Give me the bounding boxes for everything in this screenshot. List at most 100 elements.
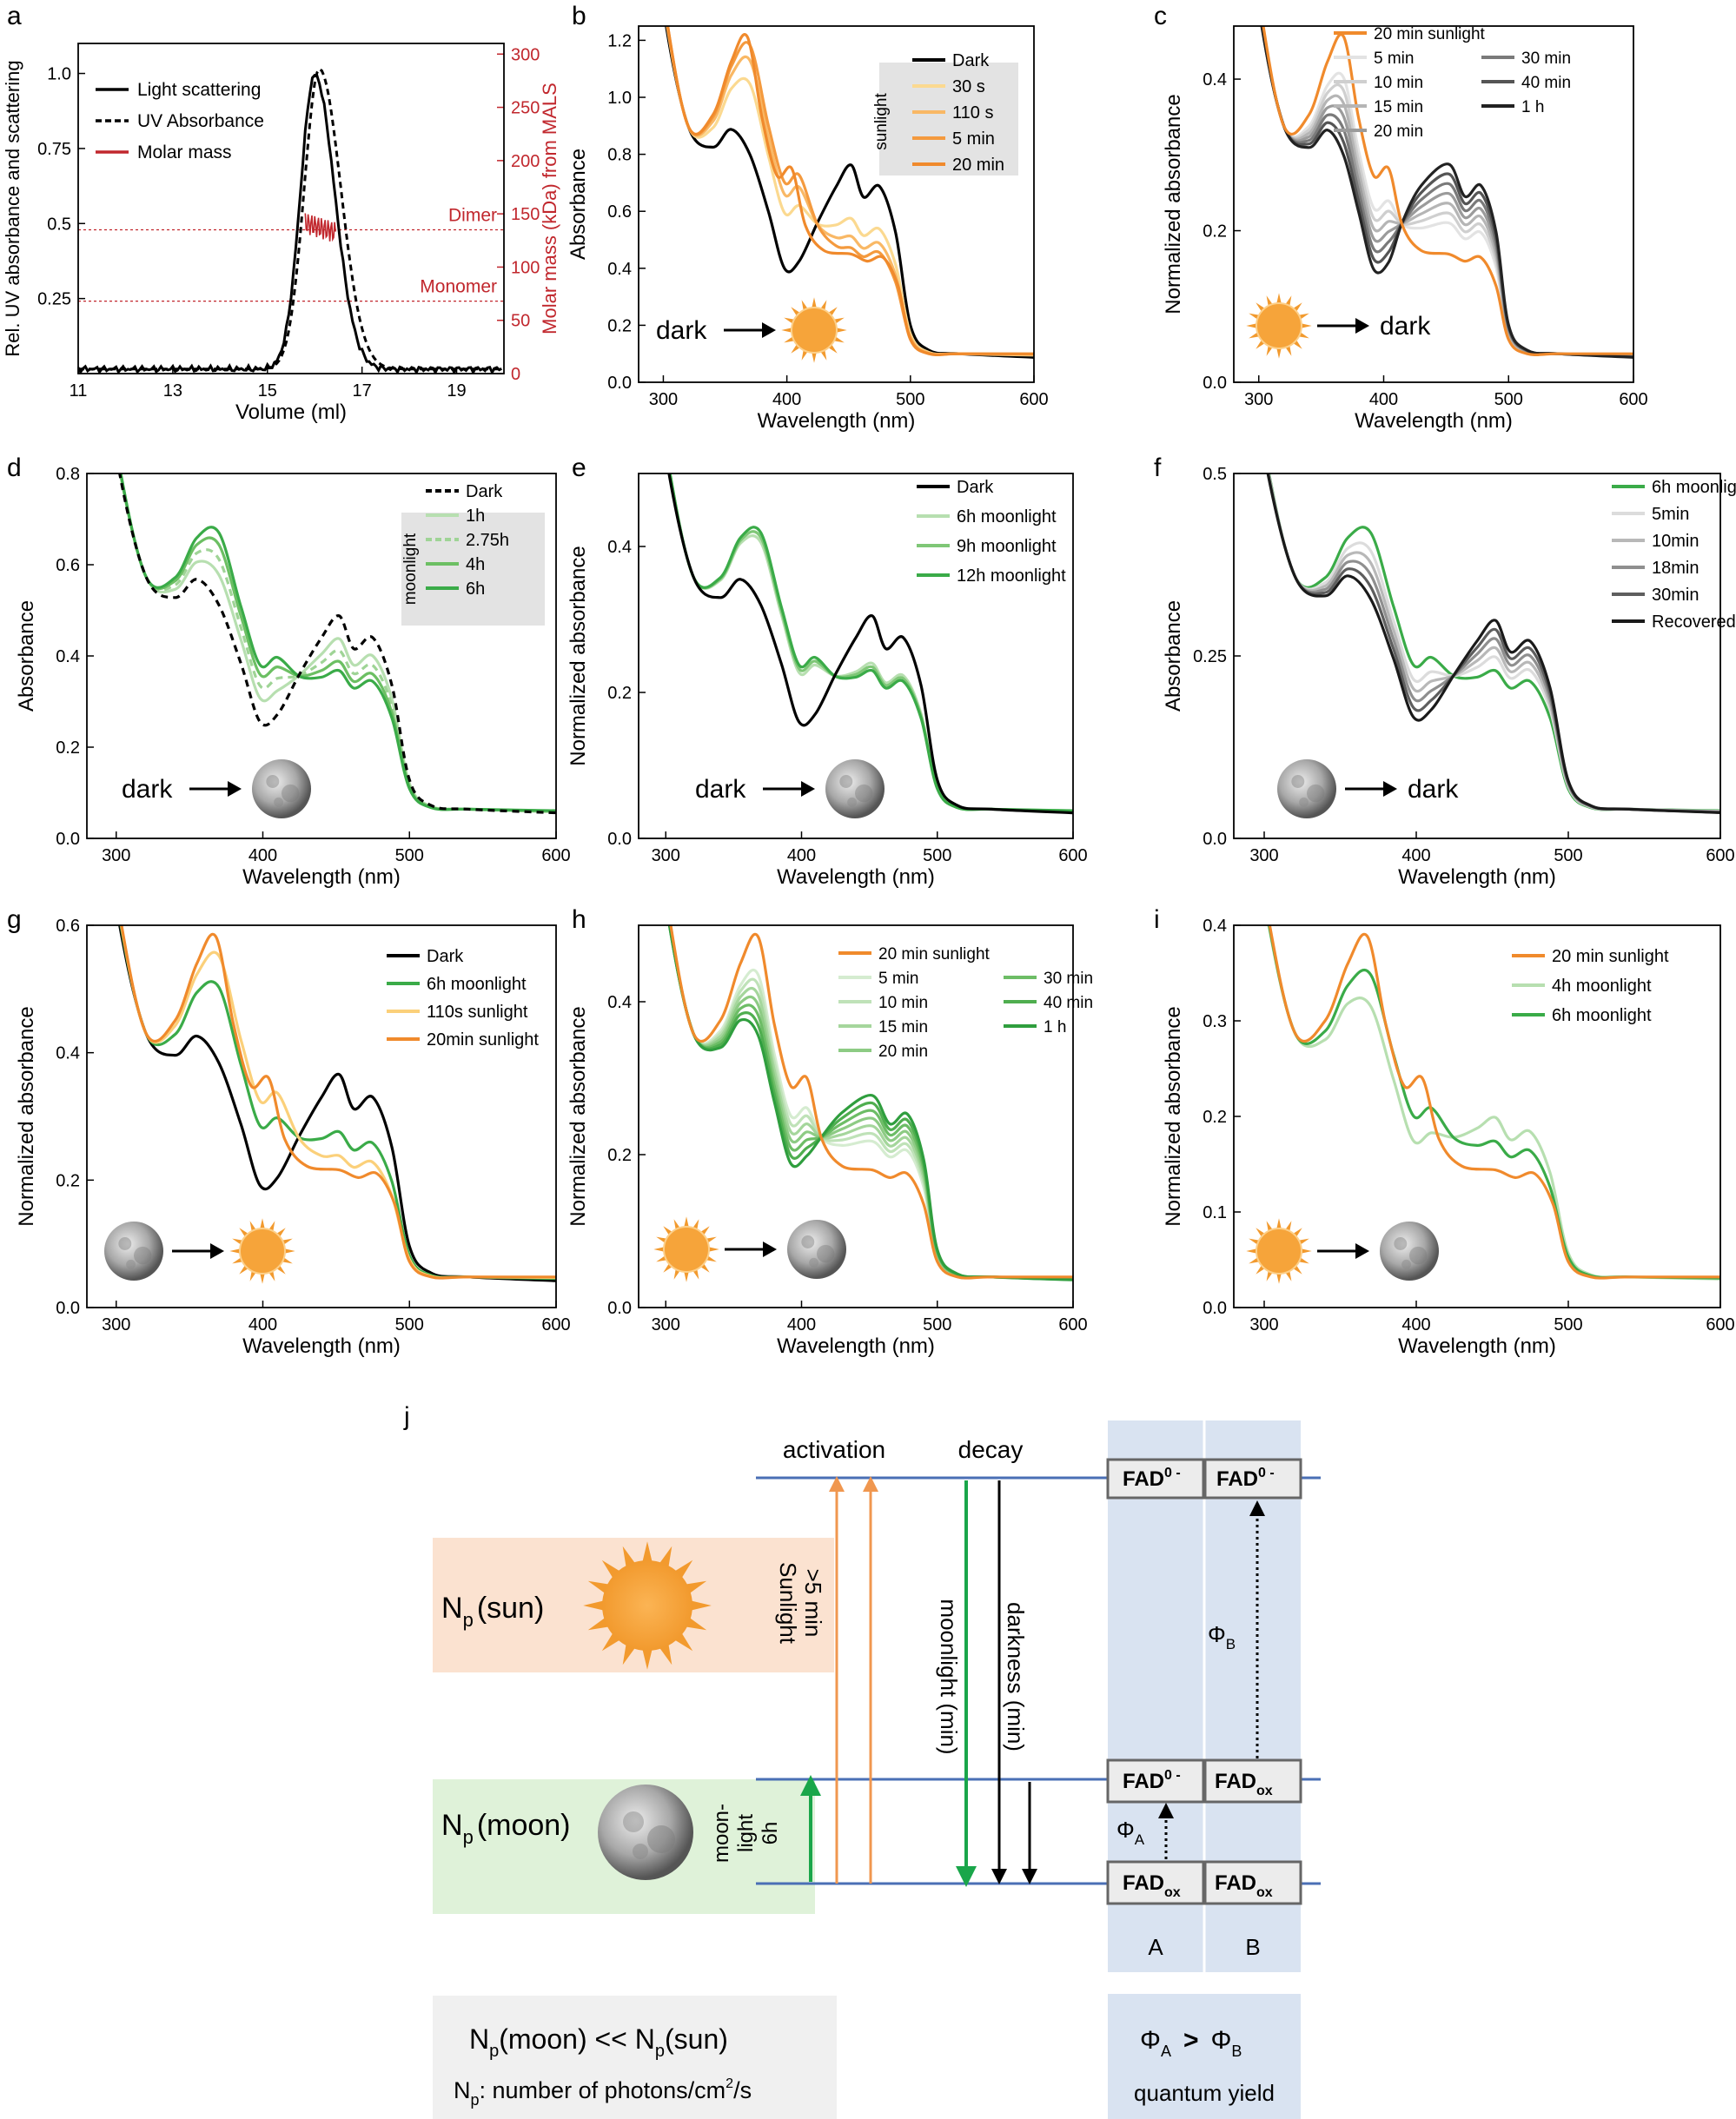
sun-ray	[642, 1541, 653, 1563]
panel-g-sun-icon	[229, 1218, 295, 1284]
panel-i-xtick-label: 500	[1554, 1315, 1582, 1334]
panel-i-ytick-label: 0.0	[1203, 1299, 1227, 1318]
panel-g-ytick-label: 0.0	[56, 1299, 80, 1318]
panel-c-series-4	[1260, 26, 1633, 358]
panel-g-xtick-label: 600	[541, 1315, 570, 1334]
panel-g-legend-label: 20min sunlight	[427, 1030, 539, 1050]
quantum-yield-label: quantum yield	[1134, 2080, 1275, 2106]
panel-b-ytick-label: 1.0	[607, 89, 632, 108]
panel-g-series-3	[120, 925, 556, 1280]
panel-g-frame	[86, 924, 557, 1308]
panel-a-y2tick-label: 50	[511, 312, 530, 331]
panel-a-series-ls	[78, 73, 502, 374]
moonlight-6h-label-2: light	[734, 1814, 758, 1852]
panel-d-ytick-label: 0.2	[56, 738, 80, 758]
panel-c-legend-label: 1 h	[1521, 98, 1544, 116]
panel-g-ylabel: Normalized absorbance	[15, 1006, 38, 1226]
panel-i-xtick-label: 400	[1401, 1315, 1430, 1334]
panel-a-xtick-label: 17	[353, 381, 372, 401]
panel-g-ytick-label: 0.6	[56, 917, 80, 936]
panel-e-letter: e	[572, 454, 586, 482]
panel-c-legend-label: 40 min	[1521, 74, 1571, 92]
panel-f-xtick-label: 500	[1554, 846, 1582, 865]
sun-ray	[659, 1643, 673, 1665]
svg-text:FADox: FADox	[1215, 1871, 1273, 1900]
panel-g-ytick-label: 0.4	[56, 1044, 80, 1063]
phi-b-label: ΦB	[1208, 1621, 1236, 1652]
phi-comparison: ΦA > ΦB	[1140, 2026, 1242, 2060]
panel-a-xtick-label: 11	[70, 381, 88, 401]
panel-e-arrow-head	[801, 781, 815, 797]
column-a-label: A	[1148, 1934, 1163, 1960]
panel-a-legend-label: Molar mass	[137, 142, 232, 162]
sun-ray	[685, 1580, 707, 1594]
panel-c-legend-label: 20 min	[1374, 123, 1423, 141]
panel-a-legend-label: UV Absorbance	[137, 111, 264, 131]
panel-c-legend-label: 20 min sunlight	[1374, 25, 1486, 43]
panel-d-legend-label: 6h	[466, 579, 485, 599]
panel-g-arrow-head	[210, 1243, 224, 1259]
panel-c-legend-label: 30 min	[1521, 50, 1571, 68]
panel-b-xtick-label: 300	[649, 390, 678, 409]
panel-g-xtick-label: 300	[102, 1315, 130, 1334]
panel-a-ytick-label: 0.25	[37, 290, 71, 309]
column-b-label: B	[1245, 1934, 1260, 1960]
panel-h-xtick-label: 300	[652, 1315, 680, 1334]
panel-i-xlabel: Wavelength (nm)	[1398, 1334, 1556, 1358]
panel-c-letter: c	[1154, 2, 1167, 30]
panel-c-frame	[1233, 25, 1634, 383]
panel-d-legend-label: Dark	[466, 482, 503, 501]
panel-h-chart: h 300 400 500 600 0.0 0.2 0.4 Wavelength (nm) Nor…	[567, 905, 1093, 1358]
np-comparison: Np(moon) << Np(sun)	[469, 2023, 728, 2061]
panel-h-legend-label: 5 min	[878, 970, 918, 988]
panel-a-y2tick-label: 150	[511, 205, 540, 224]
panel-e-ytick-label: 0.2	[607, 684, 632, 703]
panel-i-ytick-label: 0.3	[1203, 1012, 1227, 1031]
fad-top-a: FAD0 -	[1106, 1458, 1205, 1500]
panel-f-ylabel: Absorbance	[1162, 600, 1185, 712]
np-definition: Np: number of photons/cm2/s	[454, 2076, 752, 2109]
panel-i-xtick-label: 600	[1706, 1315, 1734, 1334]
panel-d-ytick-label: 0.4	[56, 647, 80, 666]
panel-d-legend-side: moonlight	[401, 533, 420, 605]
panel-d-ytick-label: 0.6	[56, 556, 80, 575]
panel-e-ylabel: Normalized absorbance	[567, 546, 590, 765]
panel-h-sun-icon	[653, 1216, 719, 1282]
panel-e-ytick-label: 0.0	[607, 830, 632, 849]
panel-h-ytick-label: 0.2	[607, 1146, 632, 1165]
column-bg-bottom	[1108, 1994, 1301, 2119]
panel-c-legend-label: 10 min	[1374, 74, 1423, 92]
panel-a-ref-label: Dimer	[448, 206, 497, 226]
panel-b-ytick-label: 0.8	[607, 146, 632, 165]
panel-b-ytick-label: 0.6	[607, 202, 632, 222]
panel-c-series-6	[1260, 26, 1633, 359]
panel-b-legend-label: 30 s	[952, 77, 985, 96]
panel-h-ytick-label: 0.4	[607, 993, 632, 1012]
panel-c-ytick-label: 0.2	[1203, 222, 1227, 242]
panel-b-legend-label: Dark	[952, 51, 990, 70]
panel-g-moon-icon	[104, 1222, 163, 1281]
panel-c-series-3	[1261, 26, 1633, 358]
panel-d-ytick-label: 0.0	[56, 830, 80, 849]
svg-text:FADox: FADox	[1123, 1871, 1181, 1900]
panel-c-series-2	[1261, 26, 1633, 358]
sun-ray	[587, 1580, 610, 1594]
panel-e-xtick-label: 400	[787, 846, 816, 865]
panel-e-series-3	[667, 473, 1073, 815]
panel-d-ylabel: Absorbance	[15, 600, 38, 712]
panel-b-legend-label: 20 min	[952, 156, 1004, 175]
panel-f-moon-icon	[1277, 759, 1336, 818]
panel-e-frame	[638, 473, 1074, 839]
panel-f-legend-label: 5min	[1652, 505, 1689, 524]
panel-c-legend-label: 15 min	[1374, 98, 1423, 116]
panel-c-legend-label: 5 min	[1374, 50, 1414, 68]
panel-f-series-5	[1266, 473, 1720, 814]
panel-h-moon-icon	[787, 1220, 846, 1279]
moon-icon	[598, 1785, 693, 1880]
panel-c-xtick-label: 600	[1619, 390, 1647, 409]
panel-e-ytick-label: 0.4	[607, 538, 632, 557]
decay-label: decay	[958, 1436, 1024, 1463]
panel-c-xtick-label: 500	[1494, 390, 1523, 409]
panel-h-series-7	[669, 925, 1073, 1280]
panel-e-legend-label: 6h moonlight	[957, 507, 1057, 526]
